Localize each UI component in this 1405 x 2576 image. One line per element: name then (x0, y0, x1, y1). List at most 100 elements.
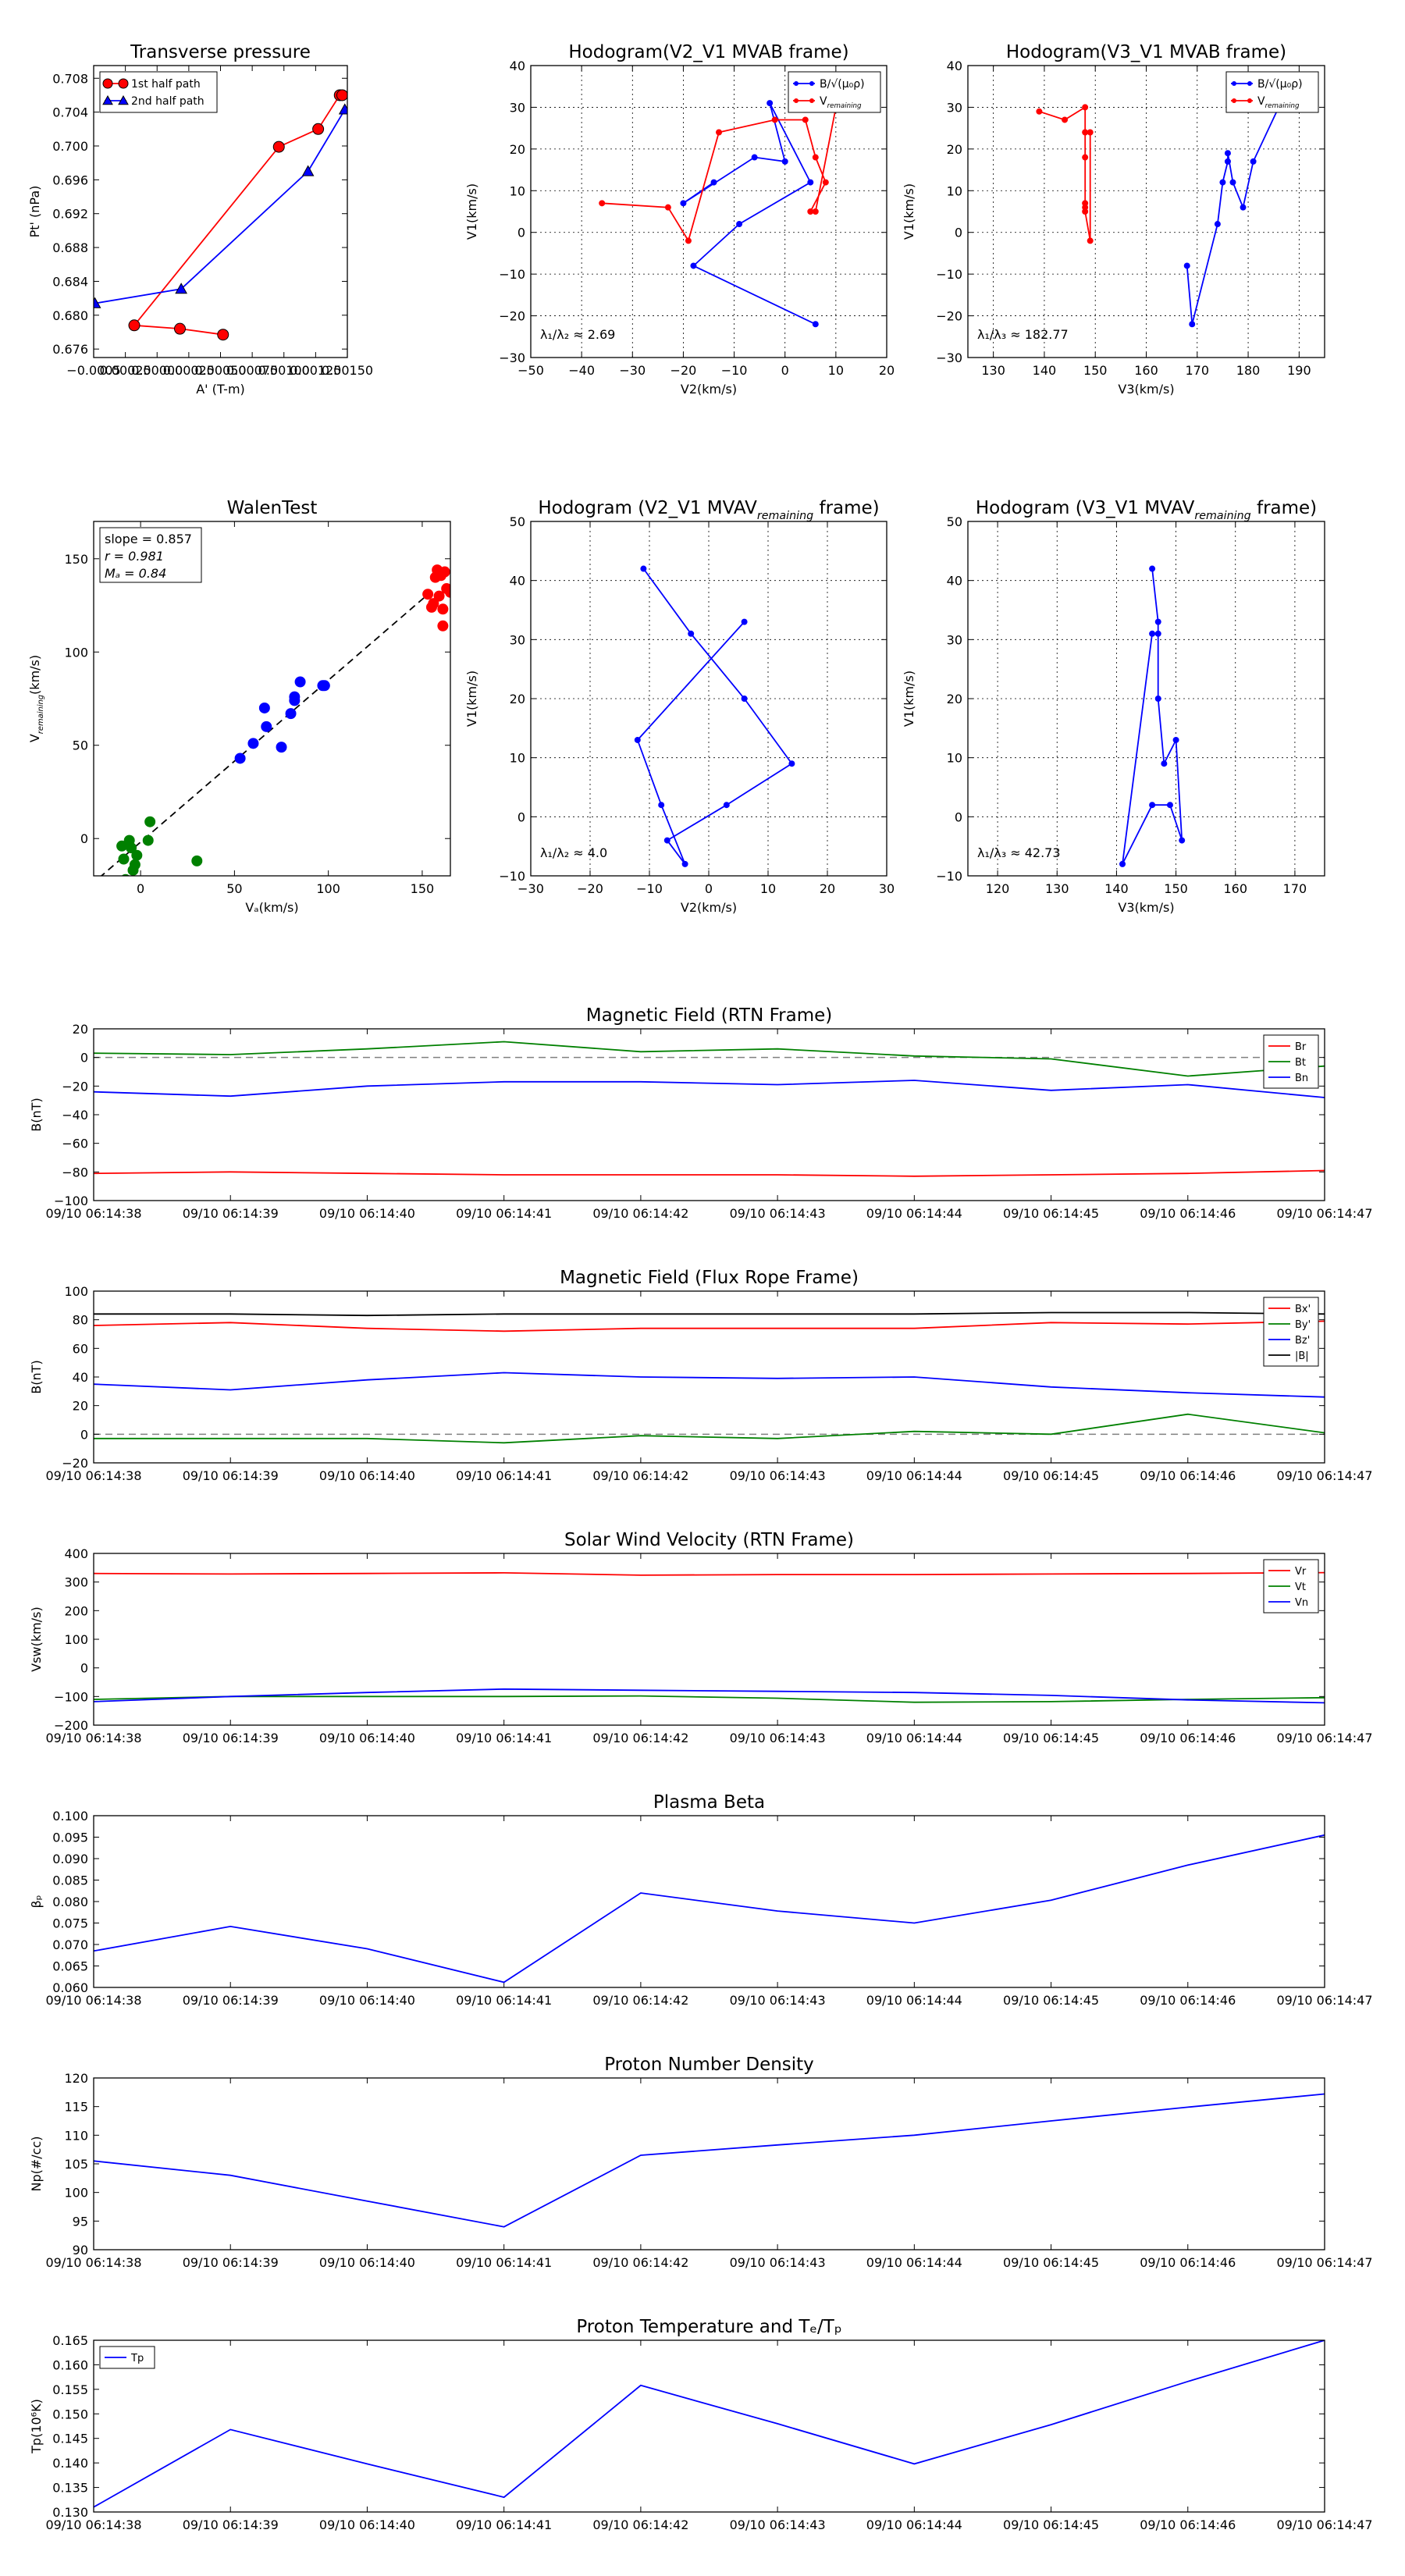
chart-title-tail: frame) (813, 498, 880, 518)
x-tick-label: 09/10 06:14:44 (866, 1468, 962, 1483)
y-axis-label-main: V1(km/s) (902, 671, 916, 727)
y-tick-label: 0.680 (52, 308, 88, 323)
series-line-1st half path (133, 94, 343, 336)
y-axis-label-main: Tp(10⁶K) (29, 2399, 44, 2454)
y-tick-label: 0.688 (52, 240, 88, 255)
legend-label: 2nd half path (131, 95, 205, 108)
y-tick-label: 0.150 (52, 2407, 88, 2421)
x-tick-label: −0.0005 (66, 363, 120, 378)
series-line-0 (1122, 568, 1183, 865)
y-tick-label: 0.130 (52, 2505, 88, 2520)
data-point (1161, 760, 1168, 767)
data-point (1214, 221, 1221, 228)
y-tick-label: 30 (947, 100, 962, 115)
data-point (1087, 237, 1094, 244)
legend-marker (118, 94, 129, 105)
y-axis-label-main: V1(km/s) (902, 183, 916, 240)
data-point (1062, 116, 1069, 123)
data-point (142, 834, 154, 846)
axes-frame (93, 1028, 1325, 1201)
data-point (129, 859, 140, 870)
data-point (1179, 837, 1186, 844)
x-tick-label: 0.00100 (258, 363, 310, 378)
chart-title-tail: frame) (1251, 498, 1318, 518)
data-point (175, 283, 187, 294)
x-tick-label: 130 (981, 363, 1005, 378)
plot-area (1036, 104, 1282, 328)
legend-label-main: Tp (130, 2353, 144, 2364)
series-line-V (602, 107, 837, 243)
data-point (312, 123, 325, 135)
x-tick-label: 30 (879, 881, 895, 896)
y-axis-label: Vsw(km/s) (29, 1606, 44, 1671)
data-point (1183, 262, 1190, 269)
x-tick-label: 09/10 06:14:45 (1003, 1206, 1099, 1221)
y-tick-label: 0 (80, 1661, 88, 1676)
data-point (716, 129, 723, 136)
data-point (276, 742, 287, 753)
x-tick-label: 160 (1223, 881, 1247, 896)
x-tick-label: 09/10 06:14:44 (866, 1993, 962, 2008)
data-point (1224, 150, 1231, 157)
x-tick-label: 09/10 06:14:41 (456, 1468, 552, 1483)
y-axis-label: V1(km/s) (902, 183, 916, 240)
y-axis-label: B(nT) (29, 1098, 44, 1131)
x-tick-label: −50 (518, 363, 544, 378)
legend: B/√(μ₀ρ) Vremaining (788, 71, 881, 113)
chart-title: Hodogram (V3_V1 MVAVremaining frame) (976, 498, 1317, 522)
y-tick-label: 40 (510, 59, 525, 73)
chart-title: Proton Temperature and Tₑ/Tₚ (576, 2317, 841, 2337)
y-tick-label: 80 (73, 1313, 88, 1328)
data-point (191, 855, 203, 866)
data-point (788, 760, 795, 767)
y-tick-label: −10 (499, 869, 525, 884)
y-axis-label: B(nT) (29, 1360, 44, 1393)
y-tick-label: −20 (499, 309, 525, 324)
legend-label: Vremaining (1257, 95, 1300, 110)
x-tick-label: 09/10 06:14:41 (456, 1731, 552, 1745)
y-tick-label: 10 (510, 183, 525, 198)
data-point (599, 200, 606, 207)
data-point (131, 849, 143, 861)
data-point (822, 179, 829, 186)
series-line-Bz' (94, 1372, 1325, 1398)
y-tick-label: 90 (73, 2243, 88, 2258)
x-tick-label: 09/10 06:14:41 (456, 1206, 552, 1221)
chart-title-main: Hodogram (V2_V1 MVAV (538, 498, 757, 518)
x-tick-label: 09/10 06:14:44 (866, 2517, 962, 2532)
y-axis-label: V1(km/s) (464, 183, 479, 240)
chart-title: Transverse pressure (130, 42, 311, 62)
x-tick-label: 0.00025 (100, 363, 151, 378)
x-tick-label: 150 (1083, 363, 1108, 378)
x-tick-label: 140 (1104, 881, 1129, 896)
x-tick-label: −40 (568, 363, 595, 378)
y-tick-label: 50 (73, 738, 88, 753)
data-point (1154, 696, 1161, 702)
legend-marker (102, 94, 113, 105)
chart-tp: Transverse pressure−0.00050.000250.00000… (27, 42, 373, 397)
data-point (723, 802, 730, 809)
y-tick-label: 30 (510, 100, 525, 115)
y-tick-label: 0.070 (52, 1937, 88, 1952)
data-point (289, 695, 301, 706)
data-point (812, 154, 819, 161)
chart-title-main: Hodogram (V3_V1 MVAV (976, 498, 1195, 518)
legend-label: Vr (1295, 1566, 1307, 1578)
plot-area (1119, 565, 1186, 867)
x-tick-label: 09/10 06:14:46 (1140, 1993, 1236, 2008)
data-point (234, 753, 246, 764)
x-tick-label: 0 (781, 363, 789, 378)
x-tick-label: 50 (226, 881, 242, 896)
legend-box (99, 71, 218, 113)
chart-title-sub: remaining (1194, 510, 1250, 522)
legend-label-main: B/√(μ₀ρ) (1257, 78, 1303, 91)
x-tick-label: 09/10 06:14:46 (1140, 1731, 1236, 1745)
y-tick-label: 50 (510, 514, 525, 529)
y-tick-label: 100 (64, 645, 88, 660)
chart-title-main: Proton Number Density (604, 2055, 814, 2075)
data-point (128, 319, 140, 332)
data-point (640, 565, 647, 572)
y-tick-label: 60 (73, 1341, 88, 1356)
y-tick-label: −10 (499, 267, 525, 282)
x-tick-label: 09/10 06:14:39 (183, 1468, 279, 1483)
